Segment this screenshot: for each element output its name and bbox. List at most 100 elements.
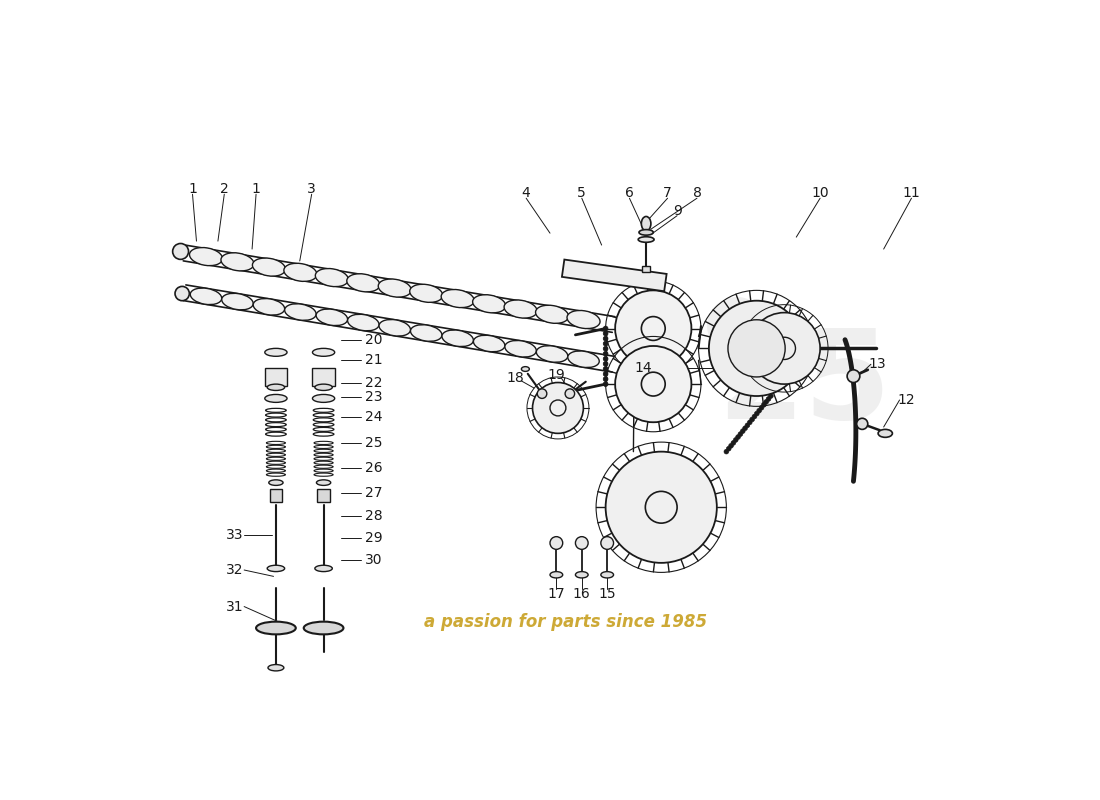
Circle shape <box>603 372 608 376</box>
Ellipse shape <box>410 325 442 342</box>
Circle shape <box>603 331 608 336</box>
Ellipse shape <box>268 480 283 486</box>
Bar <box>270 489 283 502</box>
Text: 6: 6 <box>625 186 634 201</box>
Ellipse shape <box>536 306 569 323</box>
Circle shape <box>761 402 767 407</box>
Ellipse shape <box>379 319 410 336</box>
Circle shape <box>755 411 759 416</box>
Bar <box>312 368 334 386</box>
Bar <box>317 489 330 502</box>
Circle shape <box>742 426 748 430</box>
Ellipse shape <box>253 298 285 315</box>
Ellipse shape <box>378 279 411 297</box>
Ellipse shape <box>537 346 568 362</box>
Circle shape <box>175 286 189 301</box>
Ellipse shape <box>267 566 285 571</box>
Text: 28: 28 <box>365 509 383 523</box>
Circle shape <box>606 452 717 563</box>
Circle shape <box>603 362 608 366</box>
Ellipse shape <box>285 304 316 320</box>
Text: 4: 4 <box>521 186 530 201</box>
Circle shape <box>763 399 769 404</box>
Ellipse shape <box>304 622 343 634</box>
Text: 24: 24 <box>365 410 383 425</box>
Ellipse shape <box>268 665 284 671</box>
Circle shape <box>537 389 547 398</box>
Ellipse shape <box>316 269 349 286</box>
Ellipse shape <box>641 217 651 230</box>
Circle shape <box>603 382 608 386</box>
Text: 13: 13 <box>869 358 887 371</box>
Ellipse shape <box>566 310 600 329</box>
Ellipse shape <box>575 571 589 578</box>
Ellipse shape <box>441 290 474 307</box>
Circle shape <box>757 408 761 413</box>
Text: 10: 10 <box>812 186 829 201</box>
Circle shape <box>603 326 608 331</box>
Ellipse shape <box>317 480 331 486</box>
Bar <box>562 259 667 291</box>
Text: 7: 7 <box>663 186 672 201</box>
Ellipse shape <box>316 309 348 326</box>
Text: 21: 21 <box>365 354 383 367</box>
Circle shape <box>532 382 583 434</box>
Ellipse shape <box>265 348 287 356</box>
Text: 19: 19 <box>548 367 565 382</box>
Ellipse shape <box>442 330 473 346</box>
Ellipse shape <box>315 384 332 390</box>
Ellipse shape <box>639 230 653 235</box>
Circle shape <box>724 450 728 454</box>
Text: 22: 22 <box>365 375 383 390</box>
Text: 2: 2 <box>220 182 229 197</box>
Circle shape <box>615 346 692 422</box>
Text: 23: 23 <box>365 390 383 404</box>
Circle shape <box>732 441 736 446</box>
Ellipse shape <box>312 394 334 402</box>
Circle shape <box>603 366 608 371</box>
Bar <box>265 368 287 386</box>
Text: 29: 29 <box>365 531 383 546</box>
Ellipse shape <box>348 314 380 331</box>
Ellipse shape <box>221 253 254 271</box>
Circle shape <box>173 243 188 259</box>
Ellipse shape <box>568 351 600 367</box>
Bar <box>642 266 650 272</box>
Text: 25: 25 <box>717 324 891 445</box>
Ellipse shape <box>256 622 296 634</box>
Circle shape <box>565 389 574 398</box>
Text: a passion for parts since 1985: a passion for parts since 1985 <box>425 614 707 631</box>
Ellipse shape <box>190 288 222 305</box>
Text: 18: 18 <box>506 370 524 385</box>
Ellipse shape <box>346 274 380 292</box>
Circle shape <box>603 336 608 341</box>
Ellipse shape <box>222 294 253 310</box>
Circle shape <box>728 320 785 377</box>
Circle shape <box>766 397 771 402</box>
Circle shape <box>603 377 608 382</box>
Text: 8: 8 <box>693 186 702 201</box>
Circle shape <box>601 537 614 550</box>
Ellipse shape <box>638 237 654 242</box>
Circle shape <box>745 423 750 428</box>
Circle shape <box>749 313 821 384</box>
Ellipse shape <box>267 384 285 390</box>
Ellipse shape <box>312 348 334 356</box>
Circle shape <box>603 357 608 362</box>
Circle shape <box>726 446 732 451</box>
Circle shape <box>736 434 740 439</box>
Ellipse shape <box>878 430 892 438</box>
Ellipse shape <box>505 341 537 357</box>
Circle shape <box>750 417 755 422</box>
Text: 26: 26 <box>365 462 383 475</box>
Text: 16: 16 <box>573 587 591 601</box>
Circle shape <box>857 418 868 430</box>
Text: 27: 27 <box>365 486 383 500</box>
Text: 20: 20 <box>365 333 383 346</box>
Text: 1: 1 <box>188 182 197 197</box>
Text: 5: 5 <box>578 186 586 201</box>
Circle shape <box>747 420 752 425</box>
Text: 31: 31 <box>226 599 243 614</box>
Circle shape <box>738 432 742 437</box>
Ellipse shape <box>601 571 614 578</box>
